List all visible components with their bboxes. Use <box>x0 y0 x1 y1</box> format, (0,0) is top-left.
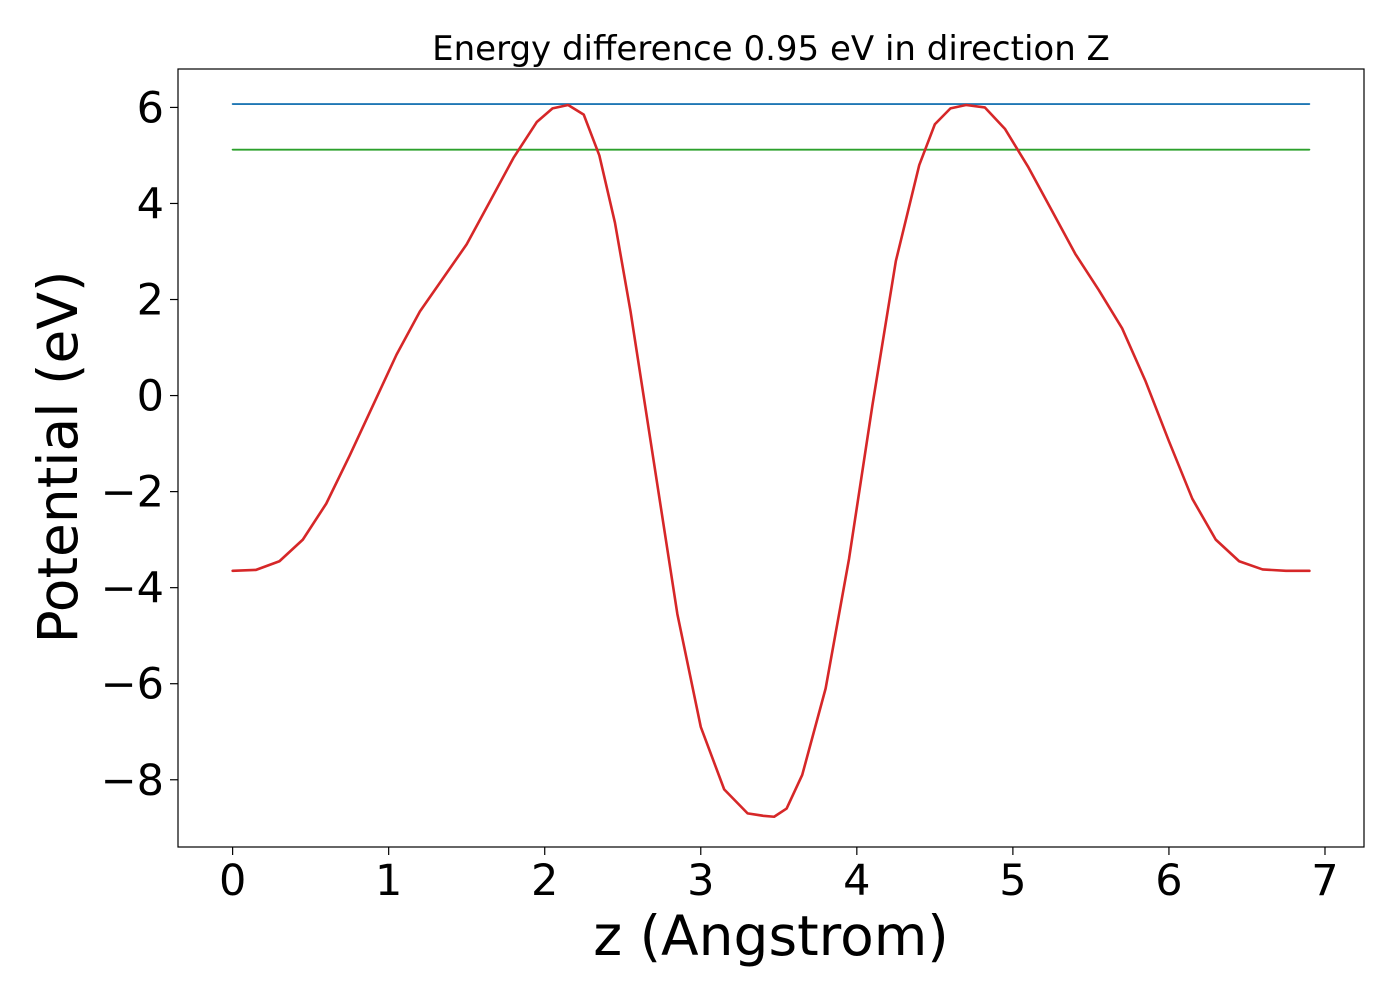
x-tick-label: 3 <box>687 856 714 906</box>
y-tick-label: 6 <box>137 83 164 133</box>
y-tick-label: 0 <box>137 372 164 422</box>
x-tick-label: 6 <box>1155 856 1182 906</box>
y-tick-label: −4 <box>101 564 164 614</box>
y-axis-label: Potential (eV) <box>26 271 90 644</box>
x-tick-label: 5 <box>999 856 1026 906</box>
y-tick-label: −8 <box>101 756 164 806</box>
x-tick-label: 2 <box>531 856 558 906</box>
x-tick-label: 0 <box>219 856 246 906</box>
x-tick-label: 4 <box>843 856 870 906</box>
tick-layer: 0 1 2 3 4 5 6 7 6 4 2 0 −2 −4 −6 −8 <box>101 83 1339 906</box>
y-tick-label: 2 <box>137 276 164 326</box>
x-tick-label: 1 <box>375 856 402 906</box>
chart-title: Energy difference 0.95 eV in direction Z <box>432 29 1110 69</box>
x-tick-label: 7 <box>1311 856 1338 906</box>
series-layer <box>231 103 1311 819</box>
y-tick-label: 4 <box>137 179 164 229</box>
series-line-3 <box>231 103 1311 819</box>
y-tick-label: −6 <box>101 660 164 710</box>
x-axis-label: z (Angstrom) <box>593 904 949 968</box>
y-tick-label: −2 <box>101 468 164 518</box>
plot-frame <box>177 68 1365 848</box>
